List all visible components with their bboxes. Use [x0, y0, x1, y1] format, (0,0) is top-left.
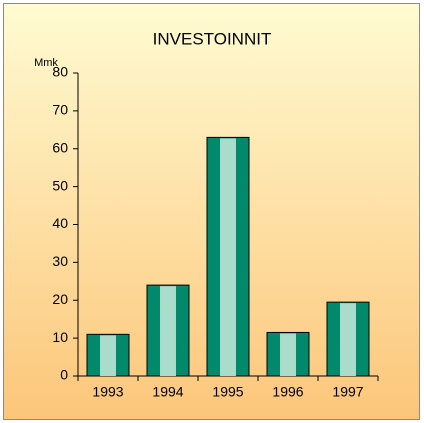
y-tick-label: 20 — [52, 291, 68, 307]
x-tick-label: 1996 — [272, 384, 303, 400]
x-tick-label: 1993 — [92, 384, 123, 400]
bar-highlight — [160, 286, 176, 376]
bar-highlight — [280, 333, 296, 376]
y-tick-label: 40 — [52, 215, 68, 231]
y-tick-label: 50 — [52, 177, 68, 193]
y-tick-label: 0 — [60, 367, 68, 383]
x-tick-label: 1995 — [212, 384, 243, 400]
chart-title: INVESTOINNIT — [153, 29, 272, 48]
y-tick-label: 10 — [52, 329, 68, 345]
y-tick-label: 80 — [52, 64, 68, 80]
x-tick-label: 1994 — [152, 384, 183, 400]
bar-highlight — [220, 138, 236, 376]
bar-highlight — [340, 303, 356, 376]
y-tick-label: 30 — [52, 253, 68, 269]
x-tick-label: 1997 — [332, 384, 363, 400]
y-axis-label: Mmk — [34, 57, 58, 69]
y-tick-label: 70 — [52, 102, 68, 118]
y-tick-label: 60 — [52, 139, 68, 155]
bar-highlight — [100, 335, 116, 376]
